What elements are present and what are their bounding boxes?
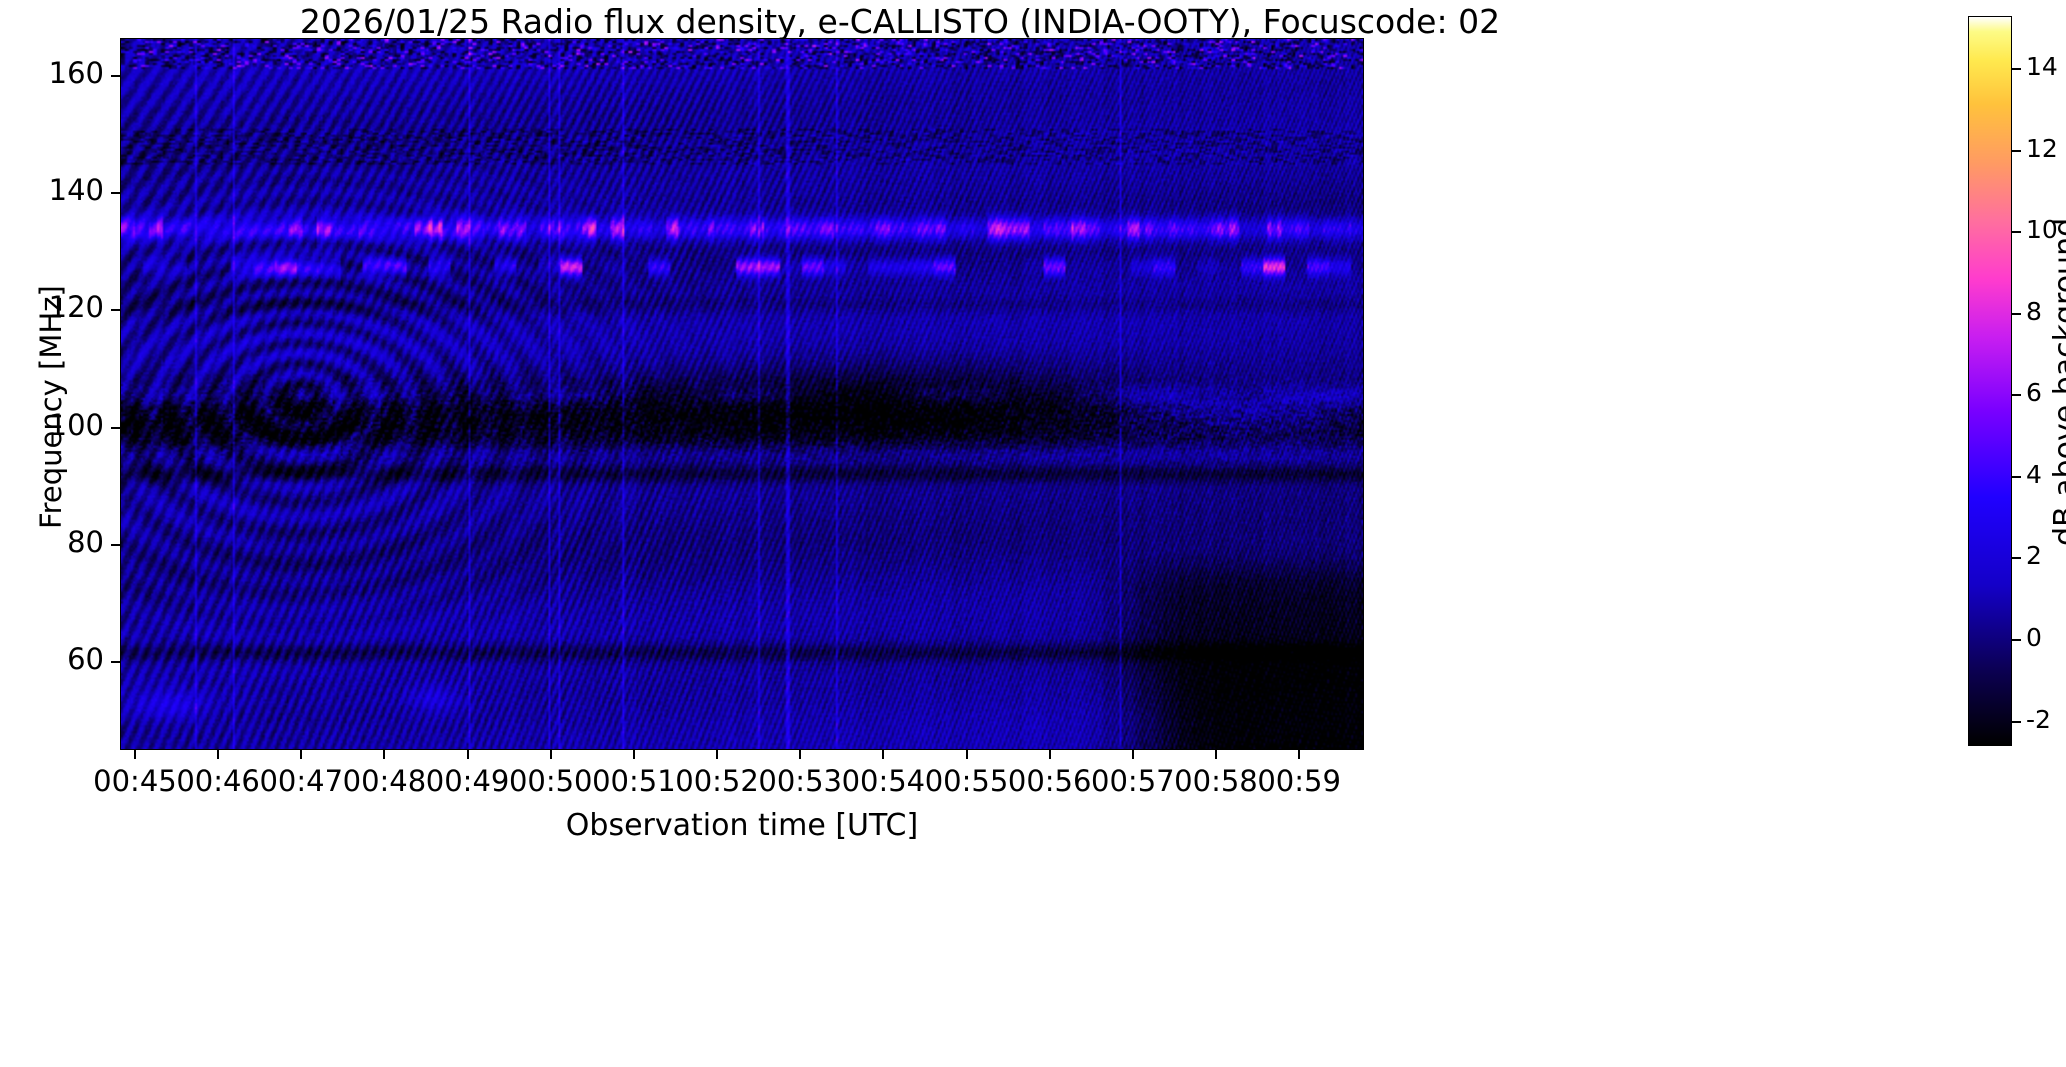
y-tick-label: 140 (48, 173, 104, 208)
x-tick-mark (1298, 750, 1301, 759)
x-tick-mark (882, 750, 885, 759)
x-tick-label: 00:46 (176, 764, 260, 798)
x-tick-mark (300, 750, 303, 759)
y-tick-label: 160 (48, 56, 104, 91)
x-tick-mark (799, 750, 802, 759)
x-tick-mark (632, 750, 635, 759)
y-tick-label: 120 (48, 290, 104, 325)
x-tick-mark (1048, 750, 1051, 759)
spectrogram-plot-area[interactable] (120, 38, 1364, 750)
x-tick-mark (1131, 750, 1134, 759)
y-tick-mark (111, 426, 120, 429)
x-tick-label: 00:56 (1007, 764, 1092, 798)
colorbar-tick-label: 14 (2026, 52, 2058, 82)
colorbar-tick-mark (2012, 638, 2021, 641)
y-tick-label: 100 (48, 407, 104, 442)
colorbar-tick-mark (2012, 149, 2021, 152)
x-tick-mark (383, 750, 386, 759)
x-tick-label: 00:47 (259, 764, 344, 798)
colorbar-tick-mark (2012, 394, 2021, 397)
colorbar-tick-mark (2012, 68, 2021, 71)
colorbar-tick-label: 6 (2026, 378, 2042, 408)
colorbar-tick-label: 0 (2026, 622, 2042, 652)
x-tick-label: 00:55 (924, 764, 1009, 798)
x-tick-label: 00:52 (675, 764, 759, 798)
x-tick-mark (133, 750, 136, 759)
colorbar[interactable] (1968, 16, 2012, 746)
colorbar-tick-label: -2 (2026, 704, 2051, 734)
x-tick-label: 00:48 (342, 764, 427, 798)
x-tick-mark (549, 750, 552, 759)
x-tick-mark (1214, 750, 1217, 759)
colorbar-tick-label: 10 (2026, 215, 2058, 245)
x-tick-label: 00:53 (758, 764, 842, 798)
colorbar-tick-label: 4 (2026, 459, 2042, 489)
y-tick-mark (111, 661, 120, 664)
x-tick-label: 00:49 (425, 764, 510, 798)
colorbar-tick-mark (2012, 231, 2021, 234)
y-tick-mark (111, 192, 120, 195)
y-tick-label: 60 (67, 642, 104, 677)
colorbar-tick-mark (2012, 557, 2021, 560)
colorbar-tick-mark (2012, 475, 2021, 478)
colorbar-tick-mark (2012, 312, 2021, 315)
x-axis-label: Observation time [UTC] (565, 808, 919, 843)
x-tick-label: 00:54 (841, 764, 926, 798)
y-tick-mark (111, 309, 120, 312)
chart-title: 2026/01/25 Radio flux density, e-CALLIST… (299, 2, 1501, 41)
colorbar-tick-label: 8 (2026, 296, 2042, 326)
colorbar-tick-label: 12 (2026, 133, 2058, 163)
colorbar-label: dB above background (2048, 217, 2066, 546)
y-tick-mark (111, 75, 120, 78)
x-tick-label: 00:57 (1091, 764, 1175, 798)
colorbar-tick-mark (2012, 720, 2021, 723)
x-tick-label: 00:58 (1174, 764, 1258, 798)
x-tick-mark (217, 750, 220, 759)
colorbar-tick-label: 2 (2026, 541, 2042, 571)
x-tick-mark (466, 750, 469, 759)
colorbar-gradient (1969, 17, 2011, 745)
x-tick-label: 00:50 (508, 764, 593, 798)
x-tick-mark (965, 750, 968, 759)
x-tick-mark (716, 750, 719, 759)
spectrogram-image (121, 39, 1363, 749)
x-tick-label: 00:45 (93, 764, 177, 798)
y-tick-mark (111, 543, 120, 546)
x-tick-label: 00:51 (592, 764, 676, 798)
x-tick-label: 00:59 (1257, 764, 1341, 798)
y-tick-label: 80 (67, 524, 104, 559)
